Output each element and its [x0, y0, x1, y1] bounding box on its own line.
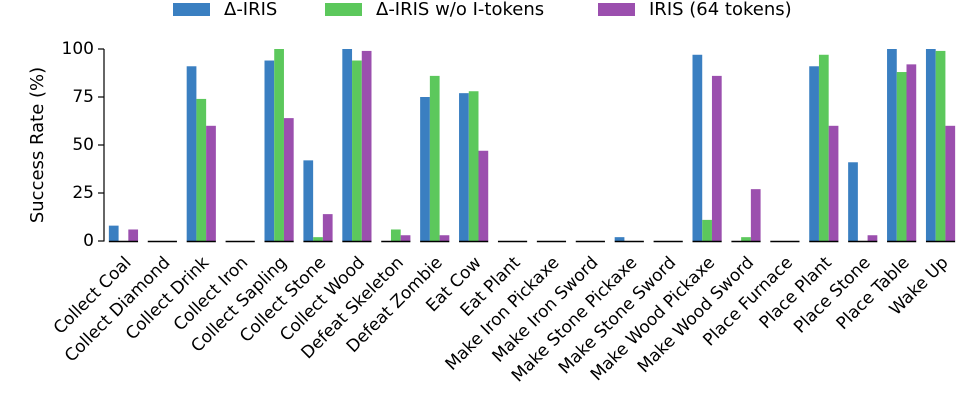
- legend-label: IRIS (64 tokens): [649, 0, 792, 20]
- bar: [439, 235, 450, 241]
- legend-swatch: [598, 3, 635, 16]
- bar: [935, 50, 946, 241]
- y-tick-label: 75: [72, 87, 94, 107]
- bar: [459, 93, 469, 241]
- bar: [108, 225, 119, 241]
- bar: [741, 237, 751, 241]
- bar: [614, 237, 625, 241]
- y-tick-label: 100: [62, 39, 94, 59]
- bar: [896, 72, 907, 241]
- bar: [828, 125, 839, 241]
- bar: [429, 75, 440, 241]
- bar: [352, 60, 362, 241]
- bar: [420, 97, 430, 241]
- bar: [313, 237, 323, 241]
- bar: [848, 162, 858, 241]
- bar: [264, 60, 275, 241]
- bar: [468, 91, 479, 242]
- y-tick-label: 0: [83, 231, 94, 251]
- bar: [361, 50, 372, 241]
- legend-swatch: [325, 3, 362, 16]
- bar: [906, 64, 917, 241]
- bar: [390, 229, 401, 241]
- bar: [128, 229, 139, 241]
- bar: [283, 118, 294, 241]
- bar: [322, 214, 333, 241]
- legend-label: Δ-IRIS w/o I-tokens: [376, 0, 544, 20]
- bar: [702, 219, 712, 241]
- legend-label: Δ-IRIS: [224, 0, 277, 20]
- bar: [206, 125, 216, 241]
- bar: [750, 189, 761, 241]
- bar: [342, 49, 353, 241]
- bar: [925, 49, 936, 241]
- bar: [196, 98, 207, 241]
- bar: [692, 54, 703, 242]
- bar: [303, 160, 314, 241]
- bar: [400, 235, 411, 241]
- bar: [809, 66, 819, 241]
- y-axis-title: Success Rate (%): [27, 67, 48, 223]
- bar: [478, 150, 489, 241]
- bar: [818, 54, 829, 242]
- bar: [945, 125, 956, 241]
- bar: [887, 49, 897, 241]
- y-tick-label: 50: [72, 135, 94, 155]
- bars: [108, 49, 956, 243]
- bar: [711, 75, 722, 241]
- bar: [867, 235, 878, 241]
- y-tick-label: 25: [72, 183, 94, 203]
- y-axis: 0 25 50 75 100 Success Rate (%): [27, 39, 105, 251]
- bar: [274, 49, 284, 241]
- legend: Δ-IRIS Δ-IRIS w/o I-tokens IRIS (64 tokens…: [173, 0, 792, 20]
- bar: [186, 66, 197, 241]
- legend-swatch: [173, 3, 210, 16]
